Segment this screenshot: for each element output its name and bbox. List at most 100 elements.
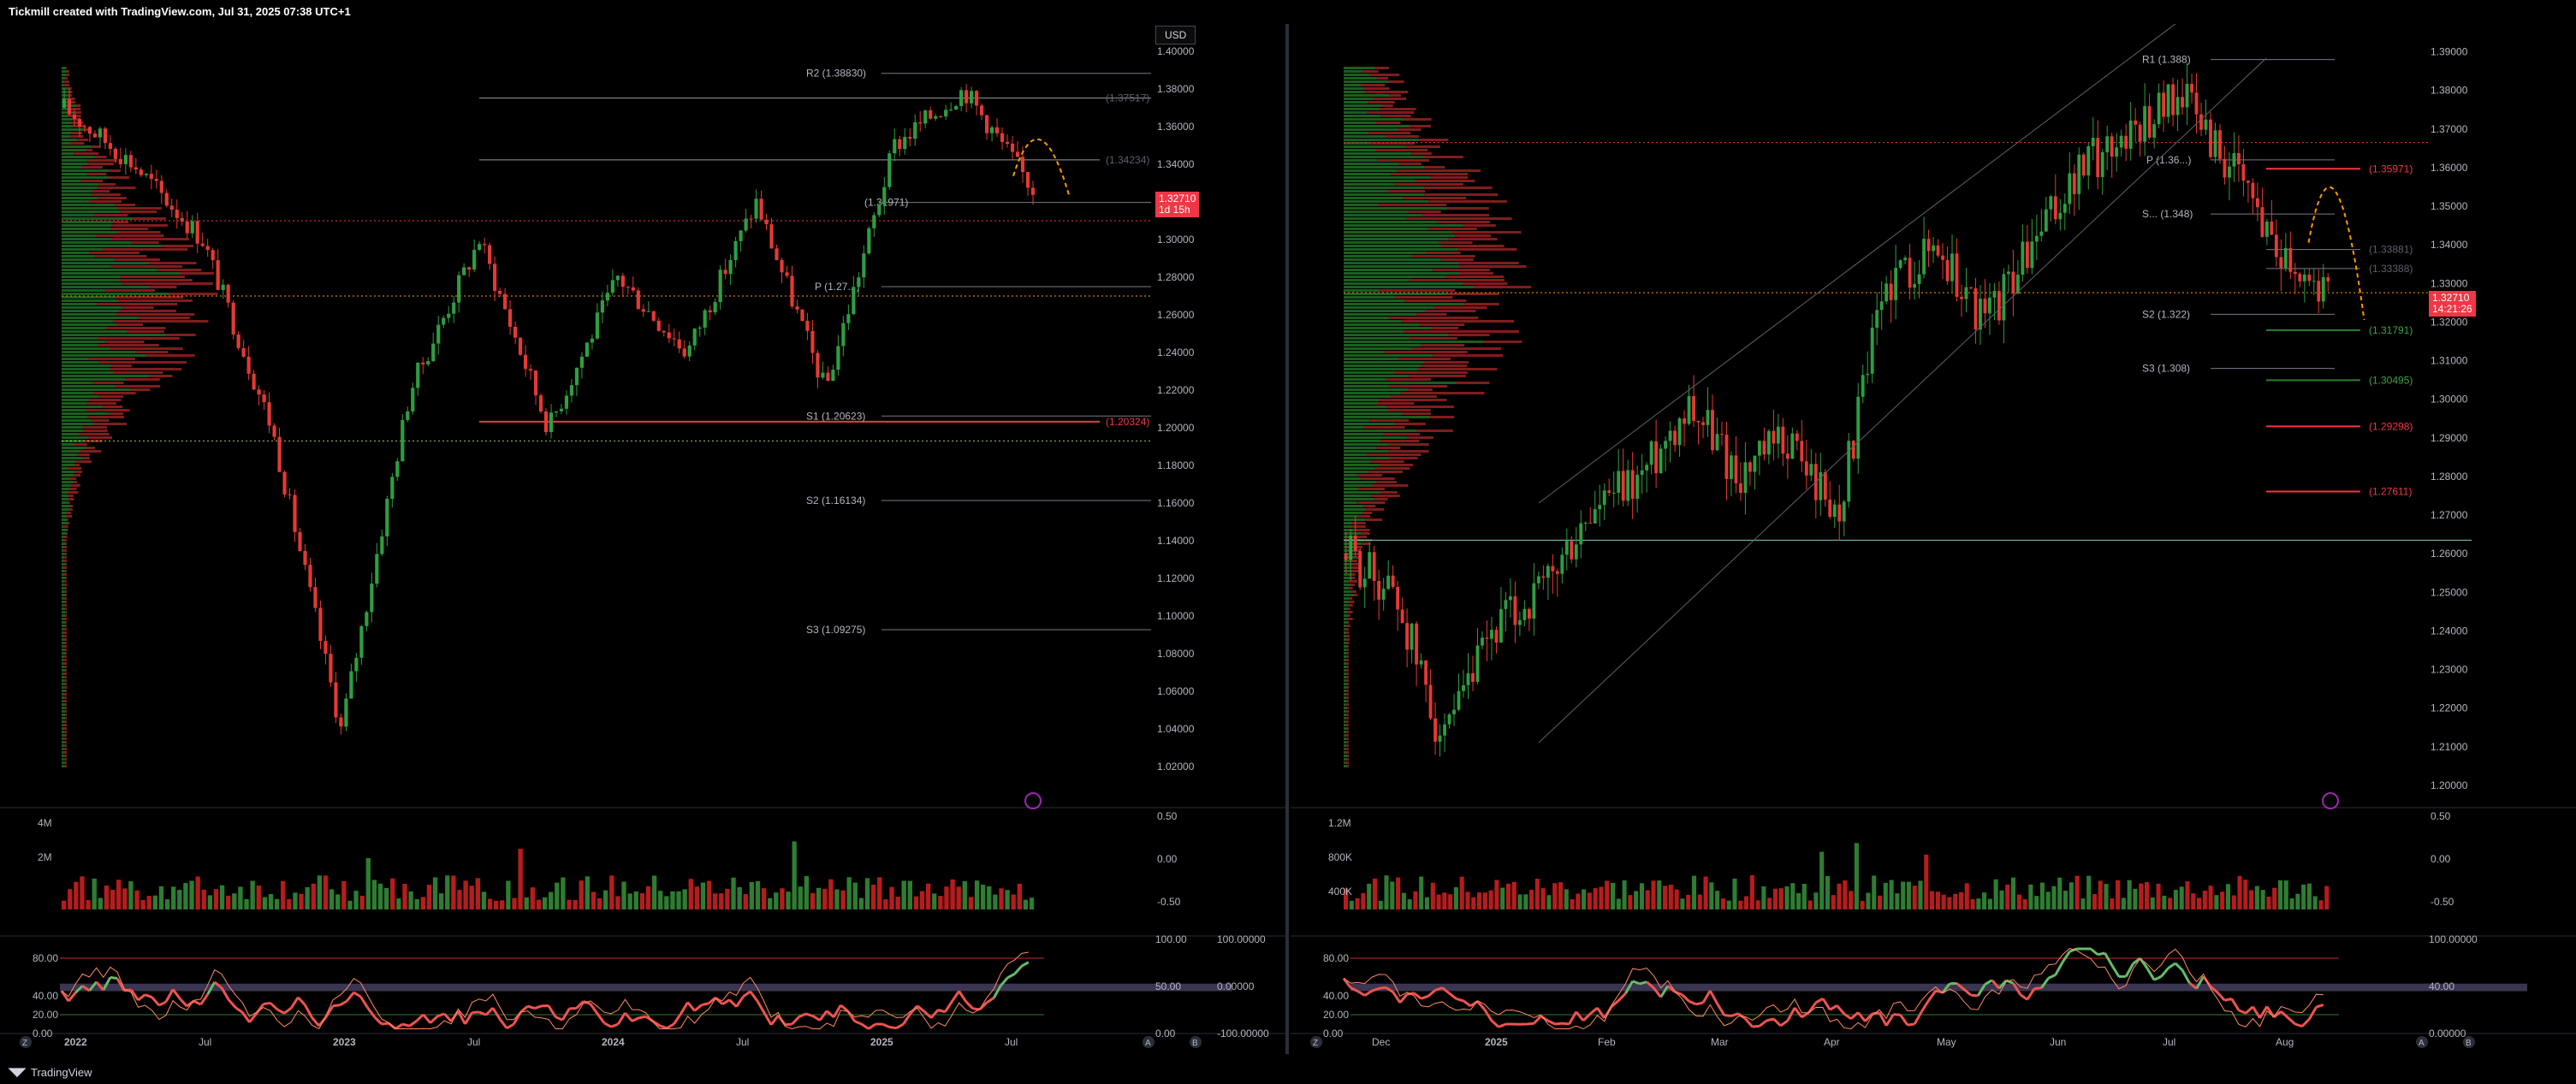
volume-bar: [555, 882, 560, 909]
candle-body: [1504, 600, 1508, 609]
trend-channel-line[interactable]: [1538, 24, 2266, 504]
volume-profile-bar: [62, 84, 64, 86]
level-label: (1.20324): [1106, 416, 1149, 428]
candle-body: [252, 373, 256, 390]
volume-bar: [2022, 899, 2027, 909]
volume-profile-bar: [1353, 594, 1358, 596]
candle-body: [113, 148, 117, 159]
candle-body: [934, 116, 938, 119]
volume-profile-bar: [1344, 378, 1387, 381]
candle-body: [1762, 441, 1766, 455]
volume-profile-bar: [62, 183, 98, 186]
volume-profile-bar: [62, 317, 139, 319]
candle-body: [2128, 120, 2133, 149]
axis-button-label: A: [2419, 1039, 2425, 1048]
volume-bar: [1726, 900, 1731, 909]
volume-bar: [1005, 890, 1010, 909]
volume-profile-bar: [1344, 638, 1347, 641]
volume-bar: [1593, 888, 1598, 909]
candle-body: [1598, 505, 1602, 510]
candle-body: [169, 205, 174, 210]
volume-profile-bar: [1344, 204, 1379, 206]
volume-profile-bar: [1374, 467, 1410, 470]
volume-profile-bar: [1344, 515, 1358, 518]
volume-profile-bar: [62, 488, 70, 490]
volume-bar: [183, 883, 188, 909]
candle-body: [749, 218, 753, 220]
volume-bar: [749, 881, 755, 909]
volume-profile-bar: [1344, 532, 1362, 535]
volume-profile-bar: [68, 498, 74, 501]
panel-divider[interactable]: [1285, 24, 1289, 1054]
candle-body: [1743, 462, 1748, 494]
volume-bar: [2318, 900, 2324, 909]
volume-profile-bar: [1370, 460, 1404, 463]
candle-body: [2152, 124, 2157, 138]
volume-profile-bar: [1344, 149, 1376, 151]
candle-body: [2293, 271, 2297, 275]
candle-body: [277, 436, 282, 472]
candle-body: [2039, 231, 2044, 236]
volume-profile-bar: [1365, 508, 1385, 511]
candle-body: [1513, 596, 1517, 625]
volume-profile-bar: [145, 354, 195, 357]
volume-profile-bar: [1404, 197, 1467, 199]
volume-bar: [1011, 894, 1016, 909]
candle-body: [810, 330, 815, 353]
volume-profile-bar: [1451, 231, 1522, 234]
right-chart-panel[interactable]: 1.39000 1.38000 1.37000 1.36000 1.35000 1.340…: [1291, 24, 2576, 1054]
volume-profile-bar: [62, 512, 67, 514]
volume-profile-bar: [62, 180, 81, 182]
volume-bar: [1860, 900, 1865, 909]
volume-bar: [664, 896, 669, 909]
volume-profile-bar: [62, 566, 64, 569]
volume-profile-bar: [1344, 210, 1409, 213]
candle-body: [728, 260, 733, 275]
candle-body: [2185, 83, 2189, 108]
osc-axis-label: 0.00: [33, 1028, 53, 1040]
left-chart-panel[interactable]: 1.40000 1.38000 1.36000 1.34000 1.30000 1.280…: [0, 24, 1285, 1054]
volume-profile-bar: [1344, 98, 1374, 100]
candle-body: [2307, 274, 2312, 281]
volume-profile-bar: [80, 450, 102, 453]
volume-profile-bar: [65, 594, 67, 596]
candle-body: [2081, 154, 2086, 176]
time-axis-label: Apr: [1824, 1036, 1840, 1048]
volume-bar: [311, 883, 316, 909]
price-axis-label: 1.10000: [1157, 610, 1195, 622]
volume-profile-bar: [1344, 566, 1352, 569]
price-axis-label: 1.06000: [1157, 685, 1195, 697]
left-chart-canvas[interactable]: 1.400001.380001.360001.340001.300001.280…: [0, 24, 1285, 1054]
candle-body: [2204, 119, 2208, 130]
volume-profile-bar: [111, 238, 189, 240]
volume-bar: [2312, 896, 2318, 909]
volume-profile-bar: [62, 272, 181, 275]
volume-bar: [2098, 880, 2103, 909]
volume-profile-bar: [62, 262, 150, 264]
time-axis-label: Jul: [1005, 1036, 1018, 1048]
trend-channel-line[interactable]: [1538, 57, 2267, 743]
volume-profile-bar: [62, 573, 64, 576]
candle-body: [1532, 583, 1536, 619]
candle-body: [211, 250, 215, 261]
volume-profile-bar: [1369, 419, 1410, 422]
chart-caption: Tickmill created with TradingView.com, J…: [9, 5, 351, 18]
volume-bar: [1017, 883, 1022, 909]
volume-bar: [2045, 891, 2051, 909]
volume-profile-bar: [62, 662, 64, 665]
volume-profile-bar: [96, 234, 164, 237]
volume-profile-bar: [63, 649, 67, 651]
candle-body: [1457, 690, 1461, 710]
volume-profile-bar: [1344, 563, 1351, 566]
candle-body: [2157, 92, 2161, 125]
volume-profile-bar: [1347, 645, 1349, 648]
candle-body: [1687, 396, 1691, 424]
volume-bar: [177, 890, 182, 909]
candle-body: [1757, 441, 1761, 456]
volume-profile-bar: [62, 460, 75, 463]
candle-body: [1424, 660, 1428, 685]
right-chart-canvas[interactable]: 1.390001.380001.370001.360001.350001.340…: [1291, 24, 2576, 1054]
volume-bar: [1999, 890, 2004, 909]
volume-profile-bar: [69, 142, 85, 145]
currency-button[interactable]: USD: [1155, 26, 1196, 44]
